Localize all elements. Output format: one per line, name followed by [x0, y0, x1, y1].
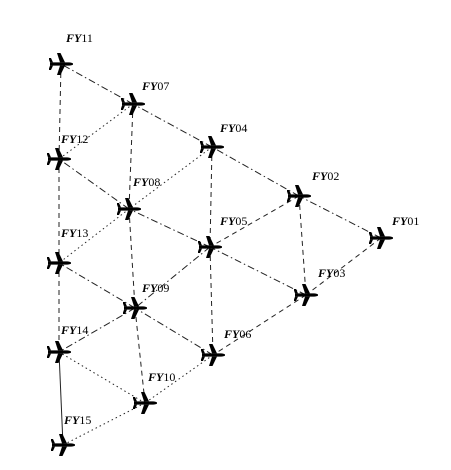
airplane-icon	[47, 341, 71, 363]
node-label: FY06	[223, 327, 251, 341]
node-label: FY04	[219, 121, 247, 135]
airplane-icon	[294, 284, 318, 306]
link-fy05-fy08	[128, 208, 211, 248]
node-fy04: FY04	[200, 121, 247, 158]
link-fy08-fy09	[128, 208, 136, 309]
link-fy01-fy02	[298, 195, 382, 239]
link-fy06-fy10	[144, 354, 214, 404]
node-fy08: FY08	[117, 175, 160, 220]
link-fy09-fy14	[58, 307, 136, 353]
node-fy01: FY01	[369, 214, 419, 249]
link-fy08-fy13	[58, 208, 130, 264]
link-fy03-fy05	[209, 246, 307, 296]
airplane-icon	[369, 227, 393, 249]
formation-nodes: FY01 FY02 FY03 FY04 FY05 FY06 FY07 FY08 FY09 FY10…	[47, 31, 419, 456]
airplane-icon	[201, 344, 225, 366]
link-fy02-fy04	[211, 146, 300, 197]
airplane-icon	[47, 148, 71, 170]
node-label: FY14	[60, 323, 88, 337]
link-fy04-fy05	[209, 146, 213, 248]
node-fy09: FY09	[123, 281, 169, 319]
node-fy07: FY07	[121, 79, 169, 115]
airplane-icon	[200, 136, 224, 158]
airplane-icon	[287, 185, 311, 207]
node-label: FY01	[391, 214, 419, 228]
link-fy10-fy15	[62, 402, 146, 446]
node-label: FY08	[132, 175, 160, 189]
node-label: FY10	[147, 370, 175, 384]
node-label: FY03	[317, 266, 345, 280]
link-fy02-fy03	[298, 195, 307, 296]
link-fy06-fy09	[134, 307, 214, 356]
node-fy10: FY10	[133, 370, 175, 414]
link-fy05-fy06	[209, 246, 214, 356]
airplane-icon	[117, 198, 141, 220]
node-fy03: FY03	[294, 266, 345, 306]
link-fy10-fy14	[58, 351, 146, 404]
node-label: FY13	[60, 226, 88, 240]
formation-links	[58, 63, 382, 446]
node-label: FY02	[311, 169, 339, 183]
node-fy12: FY12	[47, 132, 88, 170]
link-fy01-fy03	[305, 237, 382, 296]
node-label: FY09	[141, 281, 169, 295]
airplane-icon	[51, 434, 75, 456]
link-fy03-fy06	[212, 294, 307, 356]
node-fy14: FY14	[47, 323, 88, 363]
node-label: FY15	[63, 413, 91, 427]
airplane-icon	[133, 392, 157, 414]
link-fy04-fy07	[132, 103, 213, 148]
node-fy06: FY06	[201, 327, 251, 366]
node-label: FY11	[65, 31, 93, 45]
link-fy07-fy11	[60, 63, 134, 105]
airplane-icon	[123, 297, 147, 319]
link-fy11-fy12	[58, 63, 62, 160]
node-fy13: FY13	[47, 226, 88, 274]
link-fy09-fy13	[58, 262, 136, 309]
node-fy05: FY05	[198, 214, 247, 258]
link-fy08-fy12	[58, 158, 130, 210]
node-label: FY05	[219, 214, 247, 228]
link-fy07-fy08	[128, 103, 134, 210]
link-fy05-fy09	[134, 246, 211, 309]
link-fy14-fy15	[58, 351, 64, 446]
airplane-icon	[198, 236, 222, 258]
airplane-icon	[49, 53, 73, 75]
link-fy09-fy10	[134, 307, 146, 404]
node-fy11: FY11	[49, 31, 93, 75]
link-fy02-fy05	[209, 195, 300, 248]
node-fy15: FY15	[51, 413, 91, 456]
link-fy07-fy12	[58, 103, 134, 160]
link-fy04-fy08	[128, 146, 213, 210]
airplane-icon	[47, 252, 71, 274]
node-label: FY12	[60, 132, 88, 146]
node-label: FY07	[141, 79, 169, 93]
node-fy02: FY02	[287, 169, 339, 207]
airplane-icon	[121, 93, 145, 115]
